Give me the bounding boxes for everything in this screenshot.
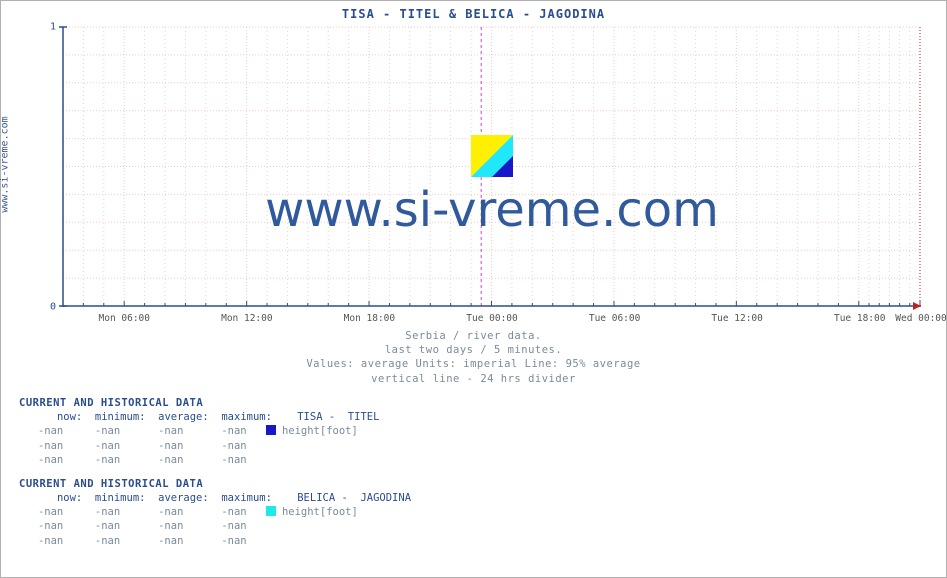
xtick-6: Tue 18:00 — [834, 313, 885, 324]
swatch-series2 — [266, 506, 276, 516]
ytick-0: 0 — [50, 302, 56, 313]
caption-line-4: vertical line - 24 hrs divider — [1, 372, 946, 386]
b1-now-h: now: — [57, 411, 82, 423]
b2-series: BELICA - JAGODINA — [291, 492, 411, 504]
b2-unit: height[foot] — [282, 506, 358, 518]
block2-row2: -nan -nan -nan -nan — [19, 534, 411, 548]
caption-line-3: Values: average Units: imperial Line: 95… — [1, 357, 946, 371]
b1-max-h: maximum: — [221, 411, 272, 423]
xtick-4: Tue 06:00 — [589, 313, 640, 324]
b1-unit: height[foot] — [282, 425, 358, 437]
plot-area: www.si-vreme.com — [63, 27, 921, 307]
chart-caption: Serbia / river data. last two days / 5 m… — [1, 329, 946, 386]
block1-row2: -nan -nan -nan -nan — [19, 453, 411, 467]
xtick-7: Wed 00:00 — [895, 313, 946, 324]
xtick-2: Mon 18:00 — [344, 313, 395, 324]
b1-series: TISA - TITEL — [291, 411, 380, 423]
block1-row1: -nan -nan -nan -nan — [19, 439, 411, 453]
block2-head: CURRENT AND HISTORICAL DATA — [19, 477, 411, 491]
block2-row1: -nan -nan -nan -nan — [19, 519, 411, 533]
block1-row0: -nan -nan -nan -nan height[foot] — [19, 424, 411, 438]
caption-line-2: last two days / 5 minutes. — [1, 343, 946, 357]
block2-colhead: now: minimum: average: maximum: BELICA -… — [19, 491, 411, 505]
xtick-5: Tue 12:00 — [711, 313, 762, 324]
chart-container: www.si-vreme.com TISA - TITEL & BELICA -… — [0, 0, 947, 578]
xtick-0: Mon 06:00 — [99, 313, 150, 324]
watermark-logo — [471, 135, 513, 177]
block2-row0: -nan -nan -nan -nan height[foot] — [19, 505, 411, 519]
xtick-row: Mon 06:00 Mon 12:00 Mon 18:00 Tue 00:00 Tue … — [63, 313, 921, 327]
xtick-3: Tue 00:00 — [466, 313, 517, 324]
swatch-series1 — [266, 425, 276, 435]
xtick-1: Mon 12:00 — [221, 313, 272, 324]
site-label-vertical: www.si-vreme.com — [0, 116, 11, 212]
block1-colhead: now: minimum: average: maximum: TISA - T… — [19, 410, 411, 424]
b1-avg-h: average: — [158, 411, 209, 423]
b1-min-h: minimum: — [95, 411, 146, 423]
chart-title: TISA - TITEL & BELICA - JAGODINA — [1, 7, 946, 21]
caption-line-1: Serbia / river data. — [1, 329, 946, 343]
ytick-1: 1 — [50, 22, 56, 33]
block1-head: CURRENT AND HISTORICAL DATA — [19, 396, 411, 410]
data-blocks: CURRENT AND HISTORICAL DATA now: minimum… — [19, 396, 411, 548]
